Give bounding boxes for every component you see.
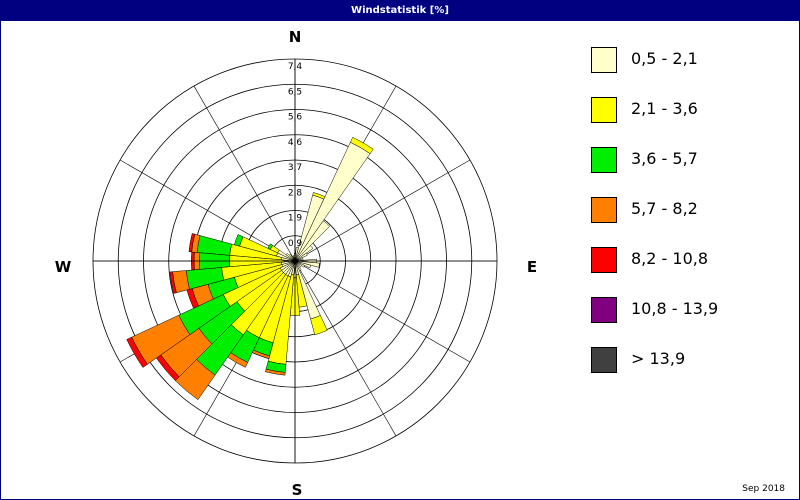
- sector-bar-290-class-2: [234, 234, 244, 247]
- sector-bar-280-class-4: [188, 233, 196, 253]
- date-footnote: Sep 2018: [742, 484, 785, 494]
- sector-bars: [126, 136, 374, 400]
- sector-bar-190-class-3: [265, 368, 286, 376]
- direction-labels: N E S W: [55, 28, 537, 499]
- legend-label: 5,7 - 8,2: [631, 199, 698, 218]
- legend-swatch: [591, 347, 617, 373]
- legend-label: 8,2 - 10,8: [631, 249, 709, 268]
- radial-tick-label: 6,5: [288, 87, 302, 97]
- legend-label: 10,8 - 13,9: [631, 299, 719, 318]
- grid-spoke: [119, 159, 296, 262]
- radial-tick-label: 3,7: [288, 163, 302, 173]
- sector-bar-30-class-1: [350, 136, 374, 155]
- sector-bar-40-class-0: [294, 220, 331, 262]
- sector-bar-300-class-2: [267, 243, 273, 250]
- radial-tick-label: 2,8: [288, 188, 303, 198]
- chart-title: Windstatistik [%]: [1, 1, 799, 21]
- legend-swatch: [591, 247, 617, 273]
- sector-bar-30-class-0: [294, 141, 371, 262]
- sector-bar-50-class-0: [294, 245, 314, 262]
- sector-bar-240-class-4: [126, 336, 148, 368]
- grid-spoke: [294, 159, 471, 262]
- sector-bar-160-class-1: [310, 315, 328, 336]
- legend-swatch: [591, 47, 617, 73]
- radial-tick-label: 7,4: [288, 62, 303, 72]
- grid-spoke: [193, 85, 296, 262]
- radial-tick-label: 5,6: [288, 113, 303, 123]
- legend-label: > 13,9: [631, 349, 686, 368]
- radial-tick-labels: 0,9 1,9 2,8 3,7 4,6 5,6 6,5 7,4: [288, 62, 303, 249]
- legend-swatch: [591, 197, 617, 223]
- legend-label: 3,6 - 5,7: [631, 149, 698, 168]
- sector-bar-60-class-0: [294, 252, 308, 262]
- radial-tick-label: 4,6: [288, 138, 303, 148]
- direction-label-n: N: [289, 28, 302, 46]
- radial-tick-label: 1,9: [288, 214, 303, 224]
- direction-label-w: W: [55, 258, 72, 276]
- radial-tick-label: 0,9: [288, 239, 303, 249]
- grid-spoke: [294, 260, 471, 363]
- legend-swatch: [591, 297, 617, 323]
- legend-swatch: [591, 147, 617, 173]
- grid-spoke: [294, 260, 397, 437]
- legend-label: 2,1 - 3,6: [631, 99, 698, 118]
- sector-bar-280-class-2: [196, 235, 233, 256]
- legend-swatch: [591, 97, 617, 123]
- sector-bar-260-class-4: [169, 271, 177, 294]
- direction-label-e: E: [527, 258, 537, 276]
- direction-label-s: S: [292, 481, 303, 499]
- legend-label: 0,5 - 2,1: [631, 49, 698, 68]
- axis-lines: [93, 59, 497, 463]
